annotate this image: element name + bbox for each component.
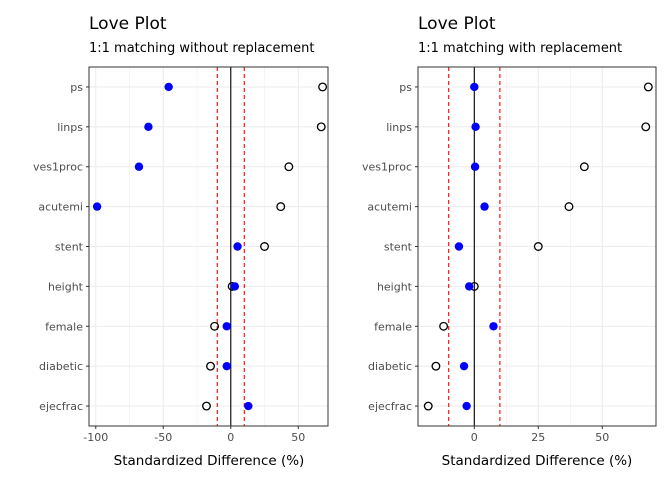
point-matched [459, 361, 469, 371]
point-matched [222, 361, 231, 371]
love-plot-panel-with-replacement: Love Plot 1:1 matching with replacement … [362, 14, 657, 469]
x-tick-label: -100 [83, 431, 108, 444]
y-tick-label: ves1proc [362, 161, 412, 174]
x-axis-label: Standardized Difference (%) [114, 453, 305, 469]
x-tick-label: 0 [471, 431, 478, 444]
x-tick-label: 0 [227, 431, 234, 444]
panel-title: Love Plot [418, 14, 496, 34]
panel-subtitle: 1:1 matching with replacement [418, 41, 622, 56]
point-unmatched [260, 242, 269, 251]
point-matched [222, 322, 231, 331]
y-tick-label: height [48, 280, 84, 293]
point-unmatched [284, 162, 294, 172]
x-axis-label: Standardized Difference (%) [442, 453, 633, 469]
plot-area: ps linps ves1proc acutemi stent height female d… [362, 66, 657, 444]
point-unmatched [641, 122, 651, 132]
y-tick-label: ves1proc [33, 161, 83, 174]
y-tick-label: female [45, 320, 83, 333]
y-tick-label: diabetic [368, 360, 412, 373]
point-unmatched [439, 321, 449, 331]
point-unmatched [423, 401, 433, 411]
point-unmatched [202, 401, 211, 411]
point-matched [462, 401, 471, 411]
love-plot-panel-without-replacement: Love Plot 1:1 matching without replaceme… [33, 14, 329, 469]
point-unmatched [643, 82, 653, 92]
panel-title: Love Plot [89, 14, 167, 34]
point-unmatched [210, 321, 220, 331]
y-tick-label: linps [386, 121, 412, 134]
y-tick-label: female [374, 320, 412, 333]
point-unmatched [564, 202, 574, 212]
x-tick-label: -50 [154, 431, 172, 444]
y-tick-label: ps [70, 81, 83, 94]
point-matched [92, 202, 102, 211]
y-tick-label: acutemi [38, 201, 83, 214]
point-matched [480, 202, 489, 211]
point-unmatched [579, 162, 589, 172]
y-tick-label: stent [55, 241, 84, 254]
y-tick-label: height [377, 280, 413, 293]
point-unmatched [206, 361, 215, 371]
point-unmatched [316, 122, 326, 132]
y-tick-label: linps [57, 121, 83, 134]
point-matched [489, 322, 498, 331]
point-matched [470, 82, 479, 92]
point-matched [470, 162, 480, 171]
point-matched [233, 242, 242, 251]
point-unmatched [318, 82, 328, 92]
point-unmatched [533, 242, 543, 251]
y-tick-label: acutemi [367, 201, 412, 214]
point-matched [464, 282, 474, 291]
point-matched [471, 122, 480, 132]
plot-area: ps linps ves1proc acutemi stent height female d… [33, 66, 329, 444]
point-matched [144, 122, 153, 132]
x-tick-label: 50 [291, 431, 305, 444]
point-matched [230, 282, 240, 291]
x-tick-label: 25 [531, 431, 545, 444]
point-matched [164, 82, 173, 92]
y-tick-label: diabetic [39, 360, 83, 373]
point-matched [244, 401, 253, 411]
panel-subtitle: 1:1 matching without replacement [89, 41, 314, 56]
point-unmatched [276, 202, 286, 212]
y-tick-label: ejecfrac [368, 400, 412, 413]
point-matched [454, 242, 464, 251]
point-matched [134, 162, 144, 171]
y-tick-label: stent [384, 241, 413, 254]
y-tick-label: ejecfrac [39, 400, 83, 413]
x-tick-label: 50 [595, 431, 609, 444]
y-tick-label: ps [399, 81, 412, 94]
point-unmatched [431, 361, 441, 371]
